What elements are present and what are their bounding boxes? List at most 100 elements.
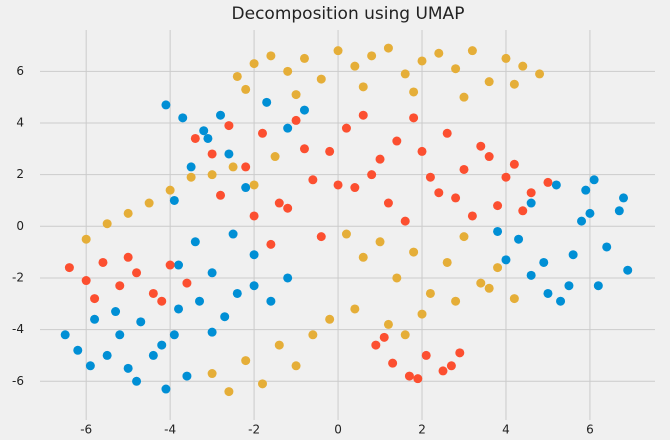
x-tick-label: -4 <box>164 423 176 437</box>
point <box>81 276 91 286</box>
point <box>459 232 469 242</box>
point <box>241 162 251 172</box>
point <box>509 159 519 169</box>
point <box>190 133 200 143</box>
point <box>325 314 335 324</box>
point <box>220 312 230 322</box>
point <box>451 296 461 306</box>
point <box>161 100 171 110</box>
point <box>526 188 536 198</box>
point <box>375 237 385 247</box>
point <box>262 97 272 107</box>
point <box>383 198 393 208</box>
point <box>207 327 217 337</box>
point <box>186 172 196 182</box>
point <box>593 281 603 291</box>
point <box>442 128 452 138</box>
point <box>341 123 351 133</box>
point <box>169 330 179 340</box>
point <box>476 278 486 288</box>
y-tick-label: 2 <box>16 167 24 181</box>
point <box>484 77 494 87</box>
point <box>249 211 259 221</box>
point <box>438 366 448 376</box>
point <box>257 379 267 389</box>
point <box>417 309 427 319</box>
point <box>228 162 238 172</box>
point <box>216 190 226 200</box>
point <box>493 263 503 273</box>
point <box>581 185 591 195</box>
point <box>266 51 276 61</box>
point <box>224 149 234 159</box>
point <box>341 229 351 239</box>
point <box>90 294 100 304</box>
point <box>518 61 528 71</box>
x-tick-label: -2 <box>248 423 260 437</box>
point <box>148 288 158 298</box>
point <box>409 247 419 257</box>
point <box>493 201 503 211</box>
point <box>379 332 389 342</box>
y-tick-label: -4 <box>12 322 24 336</box>
point <box>291 361 301 371</box>
point <box>249 59 259 69</box>
point <box>249 281 259 291</box>
point <box>333 46 343 56</box>
point <box>232 288 242 298</box>
point <box>224 121 234 131</box>
point <box>446 361 456 371</box>
point <box>417 146 427 156</box>
point <box>132 268 142 278</box>
point <box>568 250 578 260</box>
point <box>358 252 368 262</box>
point <box>543 288 553 298</box>
point <box>249 250 259 260</box>
point <box>434 188 444 198</box>
point <box>257 128 267 138</box>
point <box>535 69 545 79</box>
point <box>123 252 133 262</box>
point <box>241 84 251 94</box>
point <box>467 46 477 56</box>
point <box>367 51 377 61</box>
point <box>459 164 469 174</box>
point <box>299 144 309 154</box>
point <box>589 175 599 185</box>
point <box>316 232 326 242</box>
point <box>484 152 494 162</box>
point <box>182 278 192 288</box>
point <box>283 123 293 133</box>
point <box>157 340 167 350</box>
point <box>165 185 175 195</box>
point <box>207 268 217 278</box>
point <box>577 216 587 226</box>
point <box>484 283 494 293</box>
point <box>241 356 251 366</box>
point <box>425 172 435 182</box>
point <box>400 216 410 226</box>
point <box>299 105 309 115</box>
point <box>564 281 574 291</box>
point <box>333 180 343 190</box>
point <box>514 234 524 244</box>
point <box>115 281 125 291</box>
point <box>392 273 402 283</box>
point <box>283 203 293 213</box>
point <box>182 371 192 381</box>
point <box>90 314 100 324</box>
point <box>467 211 477 221</box>
point <box>409 113 419 123</box>
x-tick-label: 6 <box>586 423 594 437</box>
point <box>232 71 242 81</box>
point <box>539 257 549 267</box>
point <box>207 369 217 379</box>
point <box>417 56 427 66</box>
point <box>350 183 360 193</box>
point <box>64 263 74 273</box>
point <box>404 371 414 381</box>
point <box>409 87 419 97</box>
point <box>526 270 536 280</box>
y-tick-label: 0 <box>16 219 24 233</box>
